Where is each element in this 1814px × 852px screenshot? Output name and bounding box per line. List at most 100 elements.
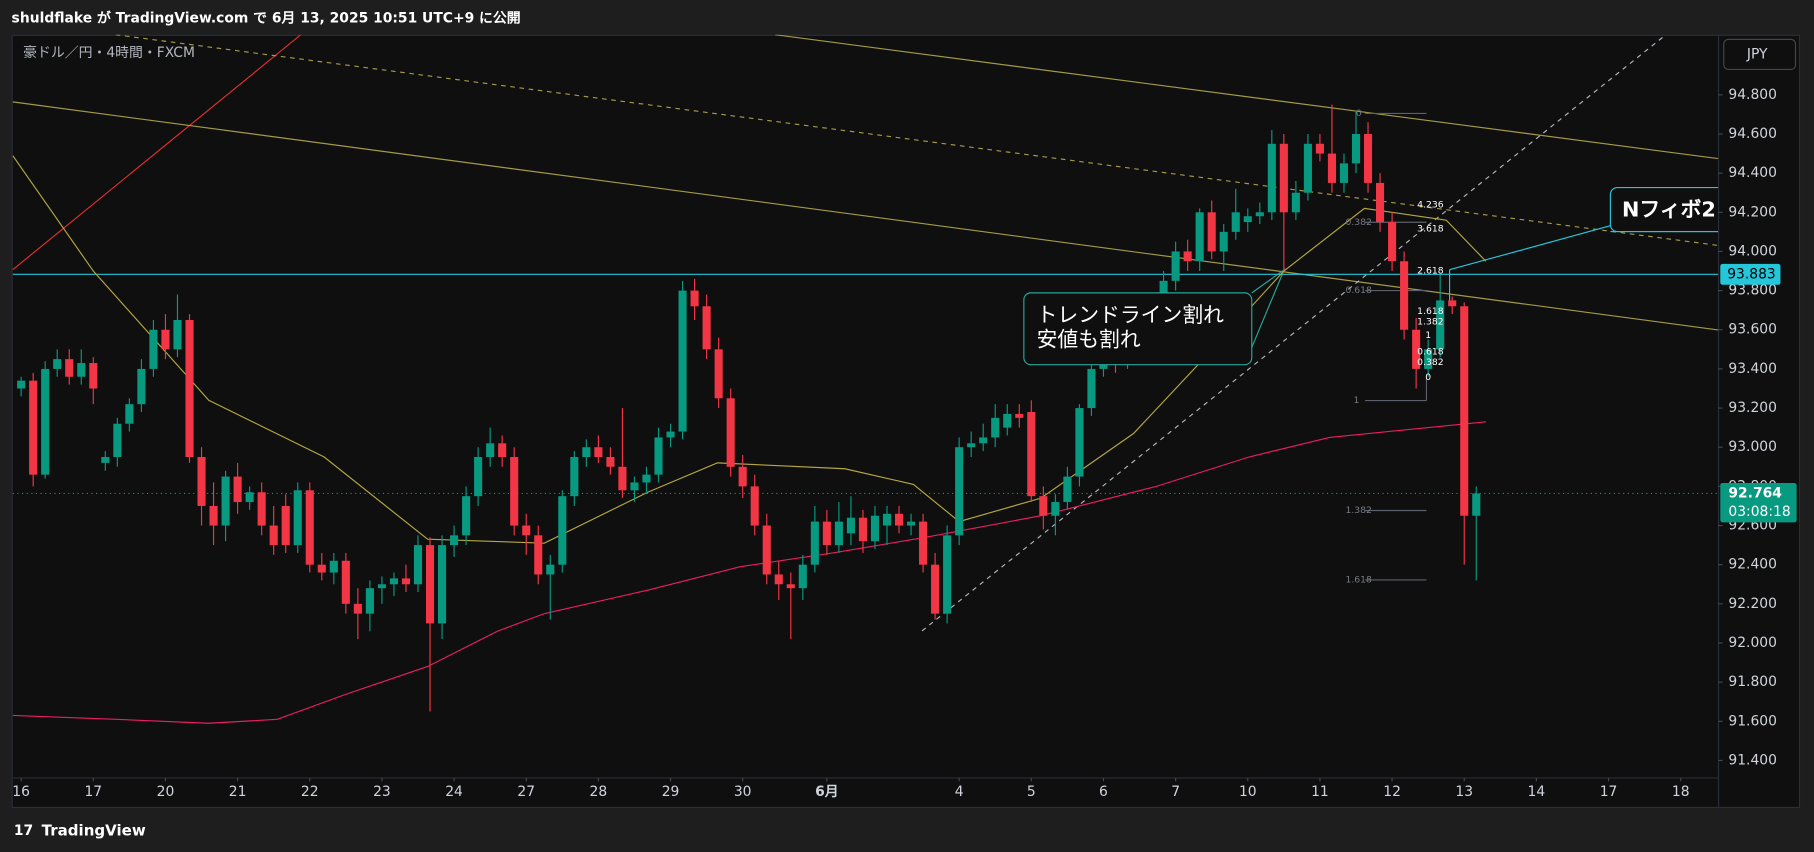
candle-body	[534, 535, 543, 575]
y-tick-label: 91.800	[1728, 674, 1777, 690]
candle-body	[365, 588, 374, 614]
x-tick-label: 7	[1171, 784, 1180, 800]
x-tick-label: 4	[955, 784, 964, 800]
candle-body	[1075, 408, 1084, 477]
candle-body	[1207, 212, 1216, 252]
candle-body	[1388, 222, 1397, 262]
y-tick-label: 94.200	[1728, 204, 1777, 220]
drawings	[12, 34, 1718, 632]
candle-body	[401, 578, 411, 585]
x-tick-label: 6月	[815, 784, 839, 800]
logo-icon: 𝟭𝟳	[14, 823, 33, 839]
candle-body	[1315, 143, 1324, 154]
candle-body	[53, 359, 62, 369]
candle-body	[329, 560, 338, 573]
level-label: 93.883	[1727, 266, 1776, 282]
callout-box	[1023, 292, 1253, 366]
candle-body	[834, 521, 843, 546]
fib-lines	[1365, 112, 1428, 581]
candle-body	[666, 431, 675, 438]
candle-body	[377, 584, 386, 589]
y-tick-label: 91.400	[1728, 752, 1777, 768]
candle-body	[642, 474, 651, 483]
candle-body	[846, 517, 855, 534]
trendline	[12, 101, 1718, 331]
y-tick-label: 93.000	[1728, 439, 1777, 455]
x-tick-label: 22	[301, 784, 319, 800]
symbol: 豪ドル／円・4時間・FXCM	[23, 45, 195, 61]
x-tick-label: 5	[1027, 784, 1036, 800]
callout-pointer	[1449, 225, 1611, 271]
candle-body	[1231, 212, 1240, 232]
candle-body	[630, 482, 639, 491]
plot: 00.3820.61811.3821.6184.2363.6182.6181.6…	[12, 104, 1718, 724]
candle-body	[1063, 476, 1072, 503]
trendline	[115, 34, 1718, 246]
candle-body	[919, 521, 928, 565]
moving-average	[12, 421, 1486, 724]
candle-body	[65, 359, 74, 377]
callouts: トレンドライン割れ 安値も割れ Nフィボ2	[1023, 186, 1718, 366]
x-tick-label: 6	[1099, 784, 1108, 800]
y-tick-label: 94.800	[1728, 87, 1777, 103]
currency[interactable]: JPY	[1746, 46, 1768, 62]
candle-body	[1376, 182, 1385, 223]
candle-body	[149, 329, 158, 369]
candle-body	[1412, 329, 1421, 369]
fib-label: 0.618	[1345, 285, 1372, 296]
x-tick-label: 18	[1672, 784, 1690, 800]
candle-body	[293, 490, 302, 546]
candle-body	[1400, 261, 1409, 330]
y-tick-label: 94.600	[1728, 126, 1777, 142]
candle-body	[810, 521, 819, 565]
candle-body	[1267, 143, 1276, 213]
candle-body	[209, 505, 218, 526]
y-tick-label: 94.000	[1728, 243, 1777, 259]
candle-body	[498, 443, 507, 458]
candle-body	[221, 476, 230, 526]
x-tick-label: 12	[1383, 784, 1401, 800]
candle-body	[786, 584, 795, 589]
candle-body	[522, 525, 531, 536]
candle-body	[702, 306, 711, 350]
candle-body	[1279, 143, 1288, 213]
candle-body	[341, 560, 350, 604]
candle-body	[979, 437, 988, 444]
candle-body	[462, 496, 471, 536]
x-tick-label: 28	[590, 784, 608, 800]
candle-body	[654, 437, 663, 475]
candle-body	[967, 443, 976, 448]
fib-label: 1.382	[1345, 505, 1371, 516]
callout-text: Nフィボ2	[1622, 198, 1716, 222]
fib-label: 4.236	[1417, 199, 1444, 210]
fib-label: 1	[1354, 395, 1360, 406]
candle-body	[29, 380, 38, 475]
candle-body	[101, 457, 110, 463]
candle-body	[858, 517, 867, 542]
candle-body	[305, 490, 314, 565]
candle-body	[245, 492, 254, 503]
candle-body	[1255, 212, 1264, 217]
candle-body	[726, 398, 735, 467]
x-tick-label: 20	[157, 784, 175, 800]
callout-box	[1609, 186, 1718, 233]
candle-body	[774, 574, 783, 585]
currency-button[interactable]	[1723, 38, 1797, 71]
x-tick-label: 17	[84, 784, 102, 800]
candle-body	[1243, 216, 1252, 223]
trendline	[12, 34, 302, 271]
y-tick-label: 92.000	[1728, 635, 1777, 651]
y-tick-label: 93.600	[1728, 322, 1777, 338]
candle-body	[1015, 413, 1024, 418]
x-tick-label: 27	[517, 784, 535, 800]
candle-body	[197, 457, 206, 506]
candle-body	[870, 515, 880, 542]
candle-body	[546, 564, 555, 575]
candle-body	[1027, 411, 1036, 497]
x-tick-label: 14	[1528, 784, 1546, 800]
candle-body	[233, 476, 242, 503]
y-tick-label: 93.200	[1728, 400, 1777, 416]
candle-body	[1363, 133, 1373, 183]
candle-body	[474, 457, 483, 497]
